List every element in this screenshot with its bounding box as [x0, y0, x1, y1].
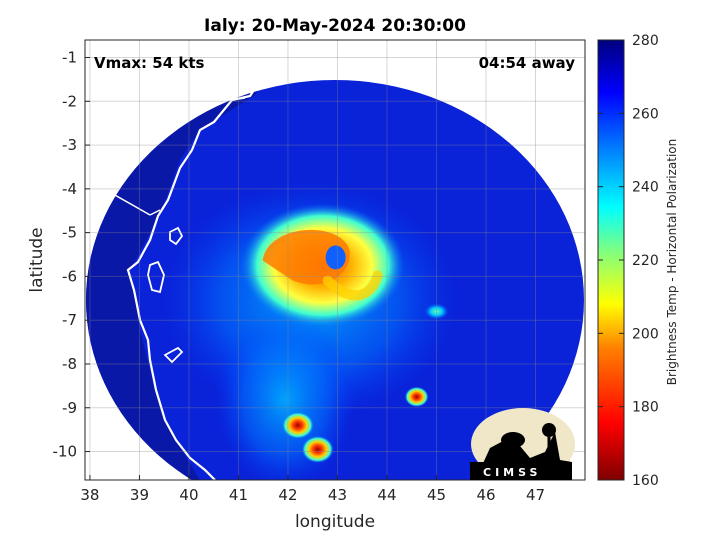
- time-away-annotation: 04:54 away: [479, 54, 576, 72]
- chart-title: Ialy: 20-May-2024 20:30:00: [204, 16, 466, 36]
- border-line: [85, 40, 263, 216]
- x-tick-label: 41: [229, 486, 248, 504]
- colorbar-tick-label: 260: [632, 106, 659, 122]
- colorbar-tick-label: 220: [632, 253, 659, 269]
- spiral-band: [322, 270, 383, 301]
- vmax-annotation: Vmax: 54 kts: [94, 54, 204, 72]
- colorbar-tick-label: 180: [632, 400, 659, 416]
- colorbar-ticks: 160 180 200 220 240 260 280: [598, 33, 659, 489]
- y-tick-label: -8: [62, 355, 77, 373]
- x-tick-label: 42: [278, 486, 297, 504]
- x-tick-label: 38: [80, 486, 99, 504]
- island: [147, 226, 184, 364]
- features-layer: [240, 203, 449, 463]
- colorbar-label: Brightness Temp - Horizontal Polarizatio…: [665, 139, 679, 386]
- x-tick-label: 39: [130, 486, 149, 504]
- y-tick-label: -4: [62, 180, 77, 198]
- eyewall-core: [262, 229, 350, 285]
- cimss-logo: CIMSS: [470, 408, 575, 480]
- grid-layer: [85, 40, 585, 480]
- colorbar-tick-label: 240: [632, 180, 659, 196]
- logo-text: CIMSS: [483, 466, 541, 479]
- y-tick-label: -5: [62, 224, 77, 242]
- x-tick-label: 40: [179, 486, 198, 504]
- y-axis-label: latitude: [27, 227, 47, 292]
- x-tick-label: 43: [328, 486, 347, 504]
- eyewall: [240, 203, 405, 328]
- x-tick-label: 45: [427, 486, 446, 504]
- y-tick-label: -1: [62, 49, 77, 67]
- convection-cell: [424, 303, 449, 320]
- convection-cell: [404, 386, 429, 408]
- colorbar-tick-label: 280: [632, 33, 659, 49]
- y-tick-label: -6: [62, 267, 77, 285]
- y-tick-label: -2: [62, 92, 77, 110]
- rainband-cell: [281, 411, 314, 439]
- y-tick-label: -7: [62, 311, 77, 329]
- y-tick-label: -3: [62, 136, 77, 154]
- rainband-halo: [215, 310, 355, 480]
- x-tick-label: 47: [526, 486, 545, 504]
- colorbar-tick-label: 200: [632, 326, 659, 342]
- x-tick-label: 46: [476, 486, 495, 504]
- colorbar-tick-label: 160: [632, 473, 659, 489]
- y-tick-label: -10: [53, 443, 78, 461]
- x-tick-label: 44: [377, 486, 396, 504]
- y-tick-label: -9: [62, 399, 77, 417]
- rainband-cell: [301, 435, 334, 463]
- storm-eye: [325, 245, 346, 270]
- plot-frame: [84, 39, 586, 481]
- x-ticks: 38 39 40 41 42 43 44 45 46 47: [80, 475, 545, 504]
- y-ticks: -1 -2 -3 -4 -5 -6 -7 -8 -9 -10: [53, 49, 90, 461]
- x-axis-label: longitude: [295, 512, 375, 532]
